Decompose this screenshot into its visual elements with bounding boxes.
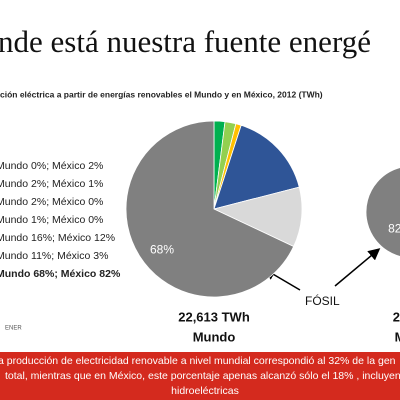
slide-title: nde está nuestra fuente energé: [0, 24, 371, 59]
footer-text: hidroeléctricas: [171, 385, 239, 397]
pie-slice: [125, 120, 295, 298]
annotation: FÓSIL: [305, 293, 340, 308]
legend-label: Mundo 11%; México 3%: [0, 250, 108, 262]
pie-name: Mundo: [193, 329, 236, 344]
footer-bar: [0, 352, 400, 400]
legend-label: Mundo 16%; México 12%: [0, 232, 115, 244]
source: ENER: [5, 326, 22, 332]
legend-label: Mundo 0%; México 2%: [0, 160, 103, 172]
legend-label: Mundo 1%; México 0%: [0, 214, 103, 226]
pie-slice: [213, 124, 300, 210]
pie-total: 22,613 TWh: [178, 309, 250, 324]
legend-label: Mundo 2%; México 0%: [0, 196, 103, 208]
pie-name: M: [395, 329, 400, 344]
legend-label: Mundo 68%; México 82%: [0, 268, 121, 280]
footer-text: a producción de electricidad renovable a…: [0, 355, 396, 367]
slice-label: 68%: [150, 242, 174, 256]
pie-total: 26: [393, 309, 400, 324]
pie-slice: [365, 167, 400, 257]
footer-text: total, mientras que en México, este porc…: [5, 370, 400, 382]
arrow: [334, 248, 381, 287]
legend-label: Mundo 2%; México 1%: [0, 178, 103, 190]
subtitle: ción eléctrica a partir de energías reno…: [0, 89, 323, 99]
slice-label: 82: [388, 222, 400, 236]
